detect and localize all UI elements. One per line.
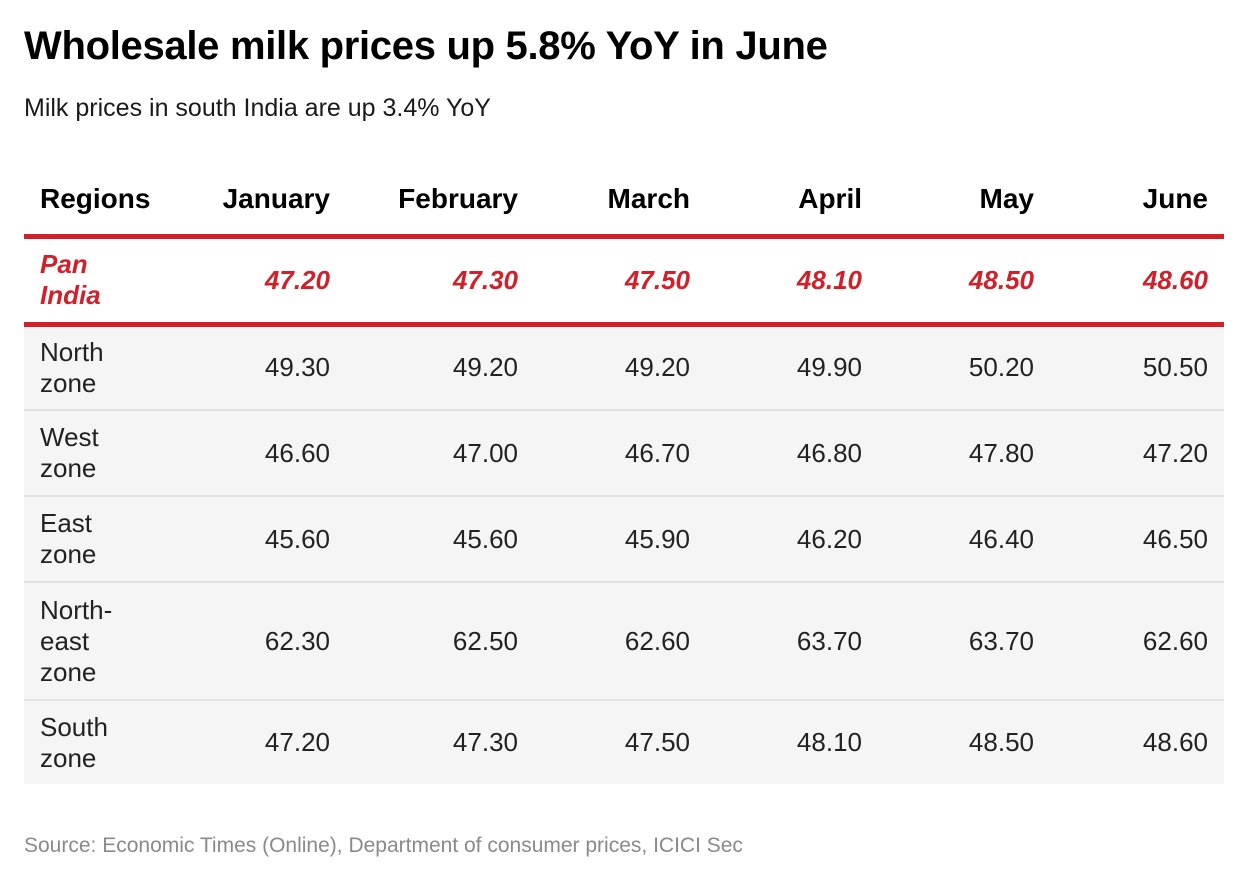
value-cell: 48.50 [878,700,1050,784]
region-cell: Pan India [24,236,196,327]
value-cell: 46.40 [878,496,1050,583]
value-cell: 45.60 [346,496,534,583]
value-cell: 62.30 [196,582,346,701]
column-header-regions: Regions [24,164,196,239]
value-cell: 50.20 [878,324,1050,411]
source-note: Source: Economic Times (Online), Departm… [24,834,743,857]
value-cell: 45.60 [196,496,346,583]
value-cell: 48.10 [706,236,878,327]
value-cell: 62.50 [346,582,534,701]
value-cell: 63.70 [706,582,878,701]
value-cell: 46.80 [706,410,878,497]
value-cell: 47.50 [534,700,706,784]
table-row-north-zone: North zone 49.30 49.20 49.20 49.90 50.20 … [24,324,1224,411]
column-header-june: June [1050,164,1224,239]
table-row-west-zone: West zone 46.60 47.00 46.70 46.80 47.80 4… [24,410,1224,497]
table-row-east-zone: East zone 45.60 45.60 45.90 46.20 46.40 4… [24,496,1224,583]
value-cell: 62.60 [1050,582,1224,701]
milk-price-table: Regions January February March April May… [24,164,1224,784]
value-cell: 46.20 [706,496,878,583]
region-cell: East zone [24,496,196,583]
value-cell: 47.20 [196,236,346,327]
value-cell: 47.20 [196,700,346,784]
region-cell: South zone [24,700,196,784]
value-cell: 49.20 [346,324,534,411]
value-cell: 47.20 [1050,410,1224,497]
region-cell: North-east zone [24,582,196,701]
value-cell: 47.80 [878,410,1050,497]
value-cell: 48.60 [1050,236,1224,327]
table-row-pan-india: Pan India 47.20 47.30 47.50 48.10 48.50 4… [24,236,1224,327]
chart-subtitle: Milk prices in south India are up 3.4% Y… [24,94,491,122]
value-cell: 47.30 [346,236,534,327]
value-cell: 49.20 [534,324,706,411]
value-cell: 48.60 [1050,700,1224,784]
value-cell: 46.50 [1050,496,1224,583]
value-cell: 45.90 [534,496,706,583]
value-cell: 46.60 [196,410,346,497]
table-row-north-east-zone: North-east zone 62.30 62.50 62.60 63.70 6… [24,582,1224,701]
value-cell: 50.50 [1050,324,1224,411]
chart-title: Wholesale milk prices up 5.8% YoY in Jun… [24,24,828,68]
region-cell: West zone [24,410,196,497]
column-header-may: May [878,164,1050,239]
value-cell: 48.50 [878,236,1050,327]
region-cell: North zone [24,324,196,411]
value-cell: 47.30 [346,700,534,784]
table-row-south-zone: South zone 47.20 47.30 47.50 48.10 48.50 … [24,700,1224,784]
value-cell: 49.30 [196,324,346,411]
column-header-april: April [706,164,878,239]
column-header-march: March [534,164,706,239]
value-cell: 48.10 [706,700,878,784]
table-header-row: Regions January February March April May… [24,164,1224,239]
value-cell: 47.50 [534,236,706,327]
column-header-february: February [346,164,534,239]
value-cell: 63.70 [878,582,1050,701]
value-cell: 49.90 [706,324,878,411]
value-cell: 47.00 [346,410,534,497]
value-cell: 46.70 [534,410,706,497]
column-header-january: January [196,164,346,239]
value-cell: 62.60 [534,582,706,701]
